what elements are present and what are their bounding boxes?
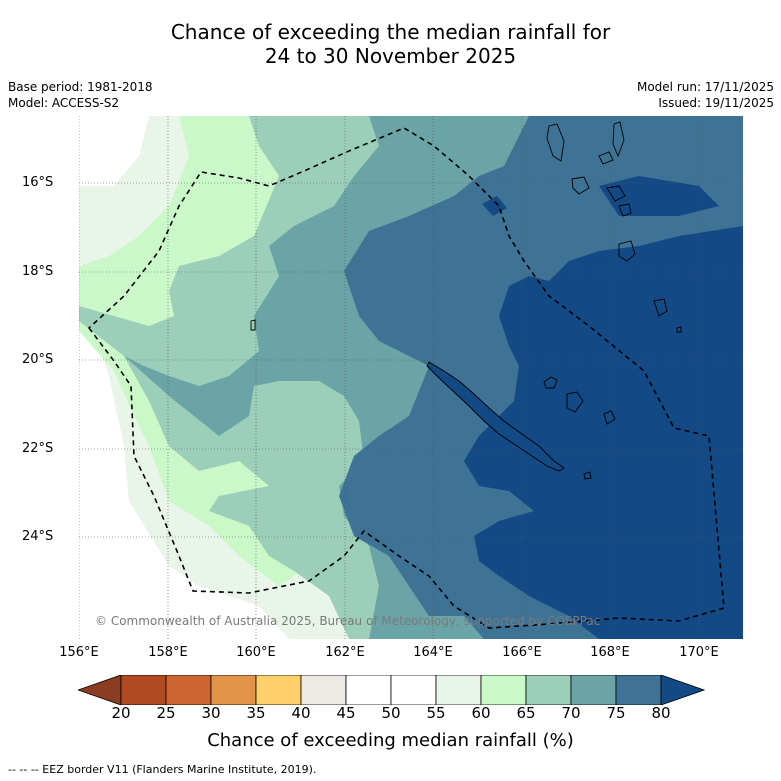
colorbar-tick-60: 60 xyxy=(471,704,491,722)
lon-label-168e: 168°E xyxy=(590,645,630,660)
colorbar-segment-70-75 xyxy=(570,674,617,706)
lat-label-24s: 24°S xyxy=(22,529,54,544)
vanuatu-island-5 xyxy=(606,185,626,202)
lon-label-160e: 160°E xyxy=(236,645,276,660)
colorbar xyxy=(76,674,706,706)
colorbar-svg xyxy=(76,674,706,706)
issued-date: Issued: 19/11/2025 xyxy=(658,96,774,110)
eez-footnote: -- -- -- EEZ border V11 (Flanders Marine… xyxy=(8,763,317,776)
colorbar-tick-25: 25 xyxy=(156,704,176,722)
lat-label-16s: 16°S xyxy=(22,175,54,190)
colorbar-segment-30-35 xyxy=(210,674,257,706)
chesterfield-islet xyxy=(250,319,256,331)
map-title-line1: Chance of exceeding the median rainfall … xyxy=(170,20,611,44)
colorbar-segment-65-70 xyxy=(525,674,572,706)
vanuatu-island-3 xyxy=(612,121,625,158)
vanuatu-island-7 xyxy=(618,240,636,262)
colorbar-segment-20-25 xyxy=(120,674,167,706)
vanuatu-island-4 xyxy=(571,176,590,195)
colorbar-tick-80: 80 xyxy=(651,704,671,722)
colorbar-tick-35: 35 xyxy=(246,704,266,722)
copyright-notice: © Commonwealth of Australia 2025, Bureau… xyxy=(95,614,601,628)
isle-of-pines xyxy=(583,471,592,480)
colorbar-title: Chance of exceeding median rainfall (%) xyxy=(207,730,574,751)
vanuatu-island-8 xyxy=(653,298,668,317)
map-title-line2: 24 to 30 November 2025 xyxy=(264,44,517,68)
vanuatu-island-9 xyxy=(676,326,682,333)
colorbar-tick-75: 75 xyxy=(606,704,626,722)
colorbar-tick-70: 70 xyxy=(561,704,581,722)
lon-label-158e: 158°E xyxy=(148,645,188,660)
colorbar-tick-45: 45 xyxy=(336,704,356,722)
colorbar-segment-45-50 xyxy=(345,674,392,706)
eez-border xyxy=(87,127,725,629)
base-period: Base period: 1981-2018 xyxy=(8,80,153,94)
new-caledonia-island xyxy=(426,361,565,472)
colorbar-segment-60-65 xyxy=(480,674,527,706)
model-run: Model run: 17/11/2025 xyxy=(636,80,774,94)
vanuatu-island-1 xyxy=(546,123,565,162)
colorbar-tick-20: 20 xyxy=(111,704,131,722)
colorbar-arrow-low xyxy=(76,674,122,706)
loyalty-island-1 xyxy=(543,376,558,389)
colorbar-segment-50-55 xyxy=(390,674,437,706)
loyalty-island-3 xyxy=(603,410,616,425)
lon-label-156e: 156°E xyxy=(59,645,99,660)
loyalty-island-2 xyxy=(566,391,584,413)
rainfall-map-svg xyxy=(79,116,743,639)
band-over-80 xyxy=(464,226,743,639)
vanuatu-island-2 xyxy=(598,151,614,165)
lon-label-162e: 162°E xyxy=(325,645,365,660)
colorbar-tick-65: 65 xyxy=(516,704,536,722)
colorbar-segment-75-80 xyxy=(615,674,662,706)
colorbar-tick-50: 50 xyxy=(381,704,401,722)
colorbar-segment-40-45 xyxy=(300,674,347,706)
colorbar-tick-55: 55 xyxy=(426,704,446,722)
vanuatu-island-6 xyxy=(618,203,632,217)
model-name: Model: ACCESS-S2 xyxy=(8,96,120,110)
lon-label-170e: 170°E xyxy=(679,645,719,660)
colorbar-tick-30: 30 xyxy=(201,704,221,722)
colorbar-segment-55-60 xyxy=(435,674,482,706)
colorbar-tick-40: 40 xyxy=(291,704,311,722)
colorbar-arrow-high xyxy=(660,674,706,706)
lat-label-20s: 20°S xyxy=(22,352,54,367)
lat-label-18s: 18°S xyxy=(22,264,54,279)
colorbar-segment-25-30 xyxy=(165,674,212,706)
lon-label-166e: 166°E xyxy=(502,645,542,660)
lon-label-164e: 164°E xyxy=(413,645,453,660)
rainfall-map xyxy=(79,116,743,639)
lat-label-22s: 22°S xyxy=(22,441,54,456)
colorbar-segment-35-40 xyxy=(255,674,302,706)
graticule xyxy=(79,116,743,639)
